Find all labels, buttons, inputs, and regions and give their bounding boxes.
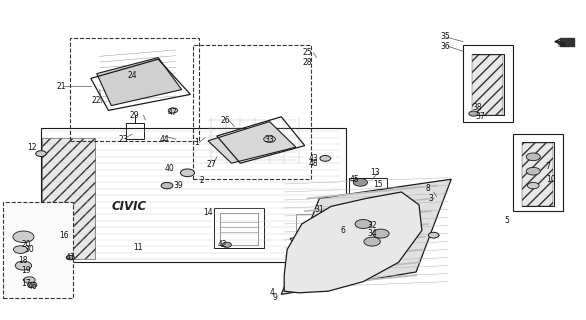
Text: 12: 12	[28, 143, 37, 152]
Text: 25: 25	[303, 48, 312, 57]
Circle shape	[36, 151, 46, 156]
Text: CIVIC: CIVIC	[111, 200, 146, 213]
Circle shape	[428, 232, 439, 238]
Polygon shape	[208, 122, 296, 163]
Text: 27: 27	[206, 160, 216, 169]
Circle shape	[353, 179, 367, 186]
Polygon shape	[290, 222, 404, 259]
Text: 35: 35	[441, 32, 450, 41]
Circle shape	[469, 111, 478, 116]
Polygon shape	[281, 179, 451, 294]
Circle shape	[180, 169, 195, 177]
Text: 46: 46	[28, 282, 37, 291]
Text: 1: 1	[194, 138, 199, 147]
Bar	[472, 55, 503, 115]
Circle shape	[66, 255, 74, 260]
Text: 43: 43	[309, 154, 318, 163]
Circle shape	[264, 136, 275, 142]
Text: 34: 34	[367, 229, 377, 238]
Bar	[214, 208, 264, 248]
Text: 41: 41	[66, 253, 75, 262]
Text: 33: 33	[265, 135, 274, 144]
Text: 38: 38	[473, 103, 482, 112]
Polygon shape	[284, 192, 422, 293]
Circle shape	[526, 167, 540, 175]
Polygon shape	[97, 58, 182, 106]
Text: FR.: FR.	[557, 42, 568, 48]
Circle shape	[161, 182, 173, 189]
Text: 6: 6	[340, 226, 345, 235]
Text: 16: 16	[60, 231, 69, 240]
Text: 22: 22	[92, 96, 101, 105]
Bar	[463, 45, 513, 122]
Text: 28: 28	[303, 58, 312, 67]
Text: 45: 45	[350, 175, 359, 184]
Text: 24: 24	[127, 71, 137, 80]
Circle shape	[222, 242, 231, 247]
Bar	[3, 202, 73, 298]
Text: 37: 37	[476, 112, 485, 121]
Bar	[522, 143, 553, 206]
Text: 4: 4	[270, 288, 275, 297]
Bar	[560, 38, 574, 46]
Circle shape	[320, 156, 331, 161]
Text: 20: 20	[22, 240, 31, 249]
Text: 17: 17	[22, 279, 31, 288]
Text: 18: 18	[19, 256, 28, 265]
Bar	[220, 213, 258, 245]
Text: 23: 23	[118, 135, 128, 144]
Bar	[349, 178, 387, 203]
Circle shape	[13, 231, 34, 243]
Text: 40: 40	[165, 164, 175, 172]
Text: 29: 29	[130, 111, 139, 120]
Text: 5: 5	[505, 216, 509, 225]
Text: 7: 7	[546, 162, 550, 171]
Text: 10: 10	[546, 175, 556, 184]
Circle shape	[355, 220, 372, 228]
Text: 31: 31	[315, 205, 324, 214]
Text: 32: 32	[367, 221, 377, 230]
Text: 9: 9	[273, 293, 278, 302]
Text: 21: 21	[57, 82, 66, 91]
Bar	[70, 38, 199, 141]
Text: 36: 36	[441, 42, 450, 51]
Text: 8: 8	[425, 184, 430, 193]
Text: 3: 3	[428, 194, 433, 203]
Bar	[522, 142, 554, 206]
Circle shape	[13, 246, 28, 253]
Circle shape	[526, 153, 540, 161]
Circle shape	[373, 229, 389, 238]
Text: 47: 47	[168, 108, 178, 116]
Text: 11: 11	[133, 244, 142, 252]
Text: 30: 30	[25, 245, 34, 254]
Bar	[41, 128, 346, 262]
Circle shape	[28, 282, 37, 287]
Circle shape	[15, 261, 32, 270]
Text: 39: 39	[174, 181, 183, 190]
Circle shape	[23, 277, 35, 283]
Text: 26: 26	[221, 116, 230, 124]
Text: 14: 14	[203, 208, 213, 217]
Bar	[193, 45, 311, 179]
Text: 42: 42	[218, 240, 227, 249]
Bar	[513, 134, 563, 211]
Circle shape	[527, 182, 539, 189]
Text: 15: 15	[373, 180, 383, 188]
Text: 44: 44	[159, 135, 169, 144]
Bar	[42, 138, 95, 259]
Circle shape	[168, 108, 178, 113]
Text: 48: 48	[309, 159, 318, 168]
Bar	[472, 54, 504, 115]
Bar	[126, 123, 144, 139]
Bar	[296, 214, 387, 235]
Circle shape	[364, 237, 380, 246]
Text: 13: 13	[370, 168, 380, 177]
Text: 2: 2	[200, 176, 205, 185]
Text: 19: 19	[22, 266, 31, 275]
